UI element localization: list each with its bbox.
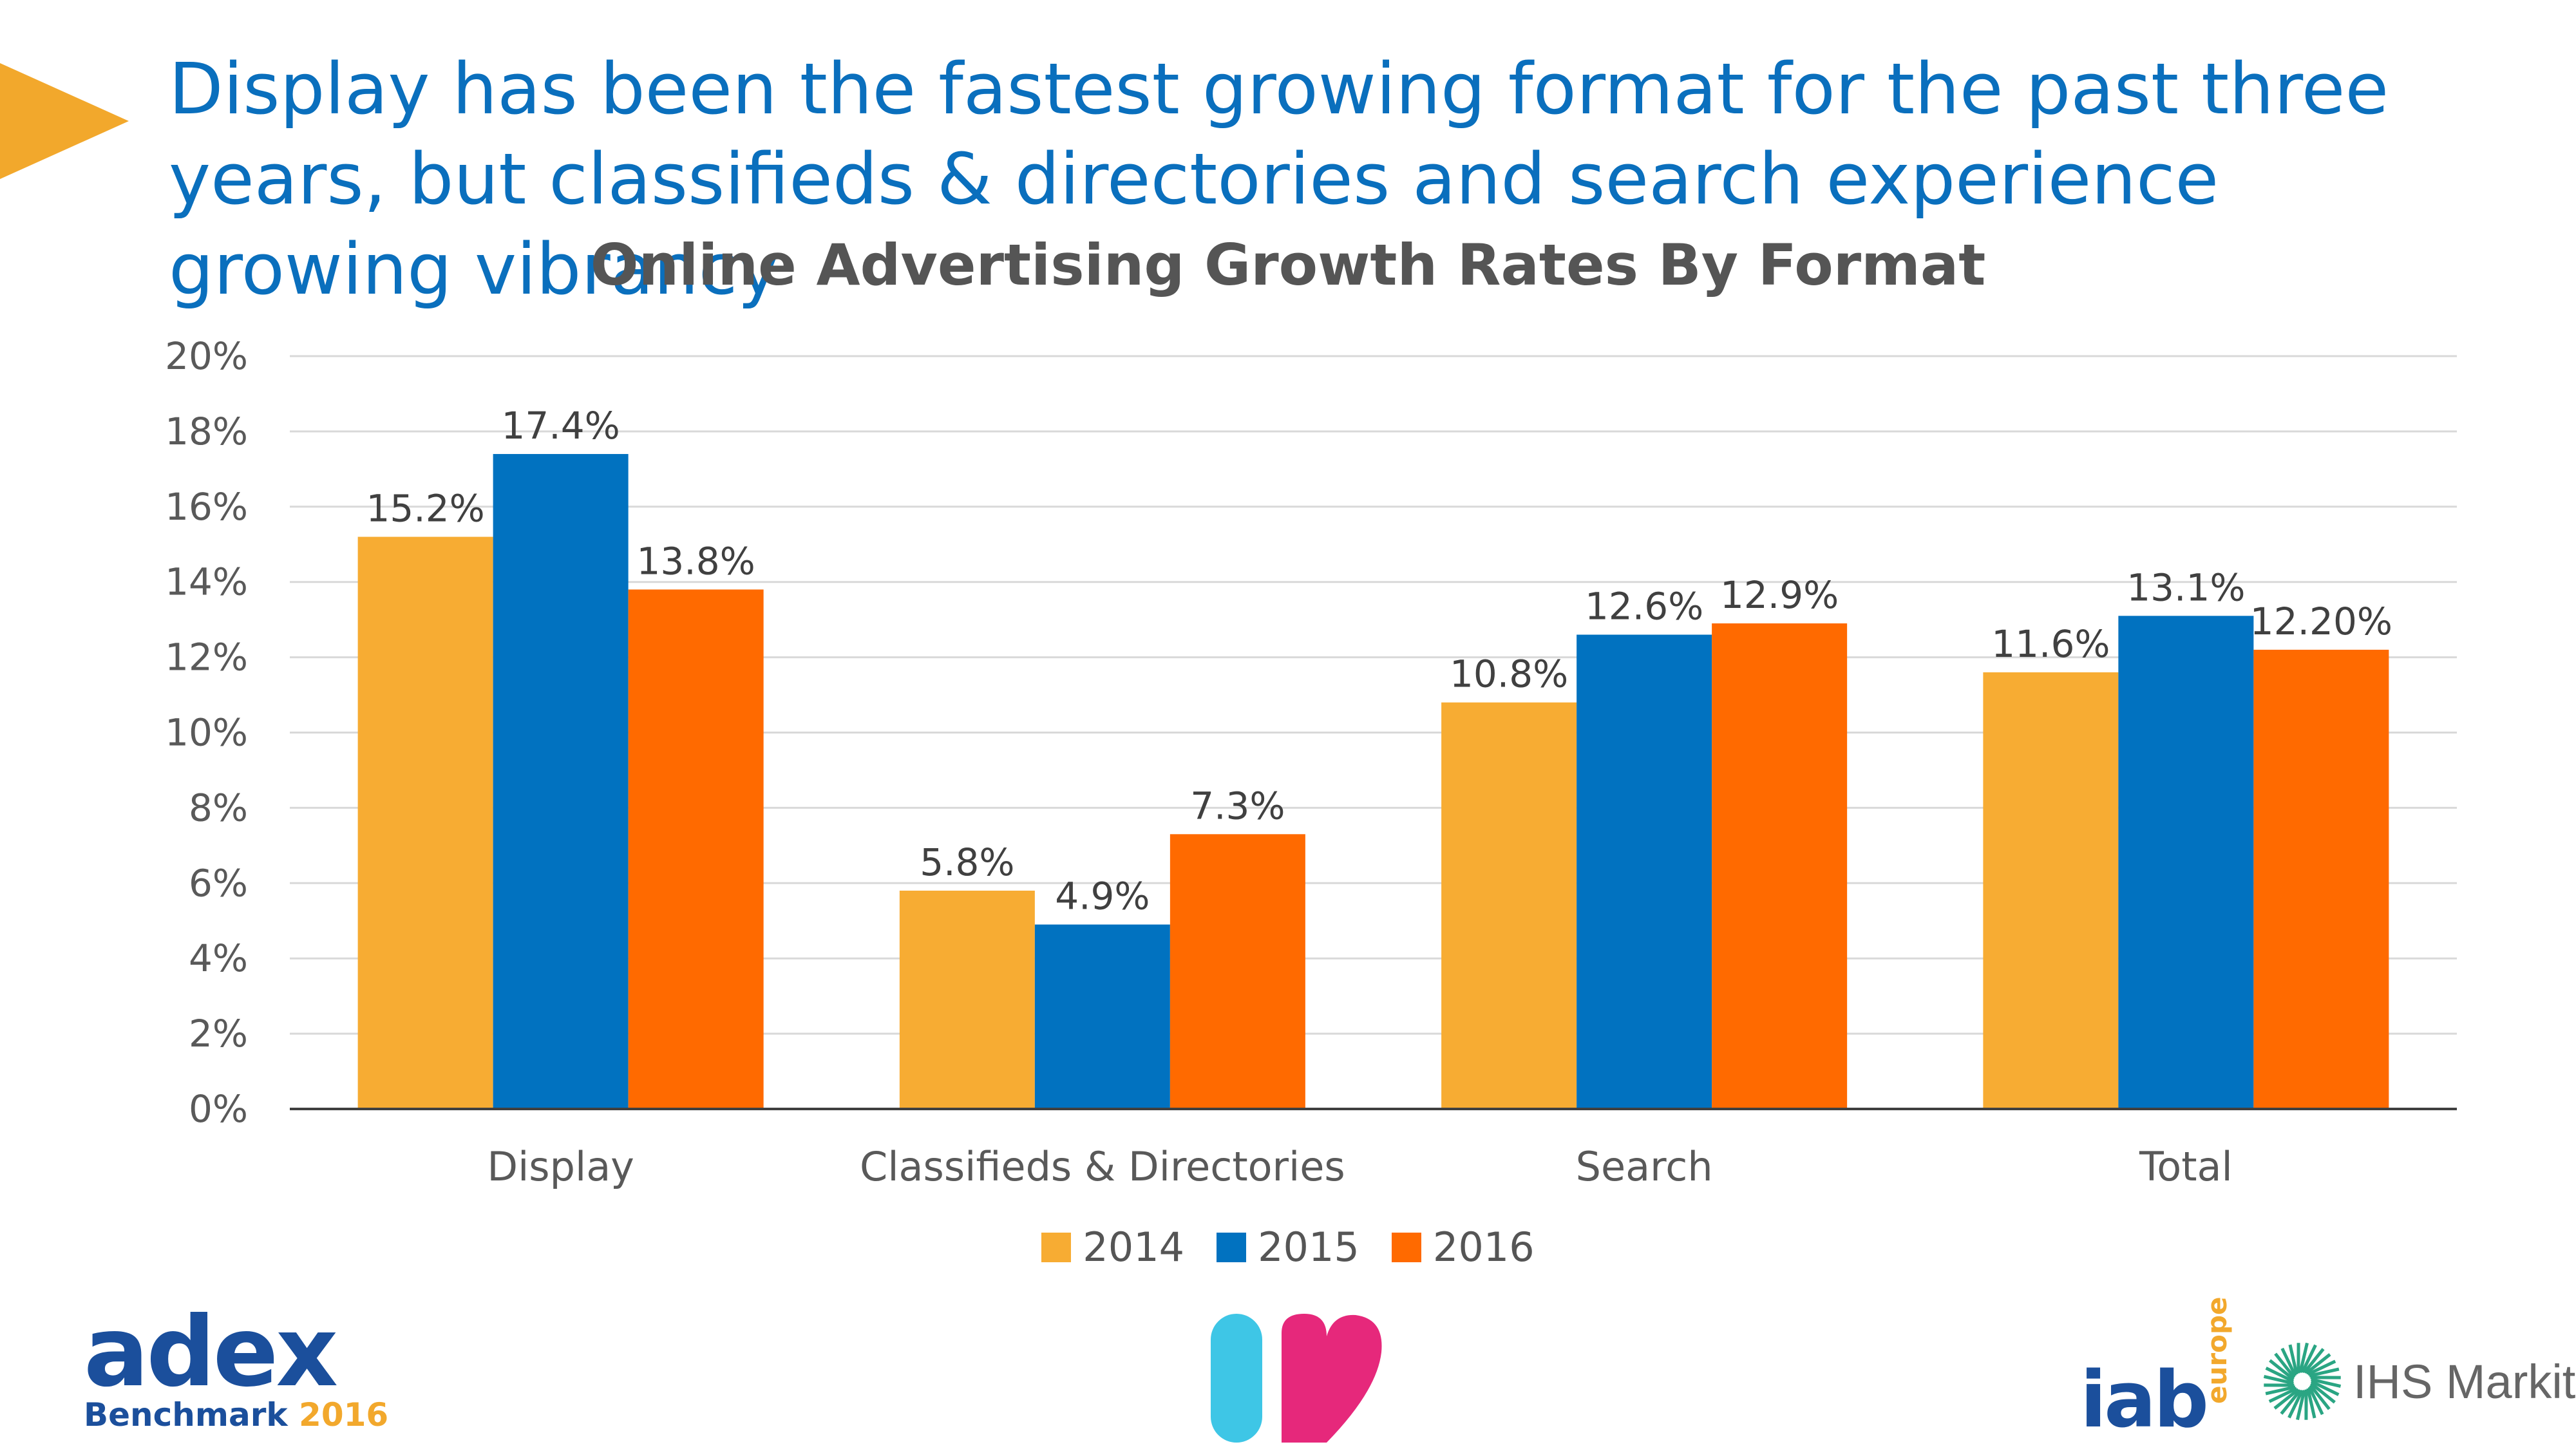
- ihs-burst-ray: [2265, 1367, 2295, 1383]
- ihs-burst-ray: [2287, 1389, 2304, 1419]
- ihs-burst-ray: [2288, 1344, 2298, 1375]
- data-label: 13.8%: [636, 539, 755, 583]
- ihs-burst-icon: [2263, 1342, 2342, 1421]
- title-arrow-icon: [0, 63, 129, 179]
- iab-word: iab: [2080, 1356, 2209, 1445]
- ihs-burst-ray: [2273, 1388, 2300, 1410]
- bar: [1034, 924, 1170, 1109]
- legend-swatch: [1217, 1232, 1247, 1262]
- y-tick-label: 16%: [165, 485, 248, 529]
- ihs-burst-ray: [2280, 1347, 2297, 1377]
- y-tick-label: 6%: [189, 861, 248, 905]
- ihs-burst-ray: [2310, 1382, 2336, 1404]
- ihs-burst-ray: [2303, 1348, 2325, 1374]
- ihs-markit-label: IHS Markit: [2353, 1354, 2576, 1408]
- y-tick-label: 10%: [165, 711, 248, 755]
- ihs-burst-ray: [2307, 1359, 2336, 1376]
- data-label: 15.2%: [366, 487, 484, 531]
- y-tick-label: 8%: [189, 786, 248, 829]
- chart-legend: 2014 2015 2016: [0, 1224, 2576, 1271]
- data-label: 12.20%: [2250, 600, 2392, 643]
- ihs-burst-ray: [2263, 1375, 2294, 1385]
- category-label: Total: [2139, 1143, 2233, 1190]
- ihs-burst-ray: [2307, 1386, 2324, 1416]
- legend-item: 2016: [1391, 1224, 1535, 1271]
- data-label: 17.4%: [501, 404, 620, 448]
- bar: [2253, 649, 2389, 1109]
- legend-swatch: [1041, 1232, 1072, 1262]
- adex-word: adex: [84, 1296, 338, 1408]
- ihs-burst-ray: [2269, 1359, 2295, 1381]
- bar: [899, 890, 1035, 1109]
- adex-year: 2016: [299, 1396, 389, 1434]
- data-label: 10.8%: [1450, 652, 1568, 696]
- ihs-burst-ray: [2274, 1352, 2296, 1379]
- legend-swatch: [1391, 1232, 1421, 1262]
- bar: [493, 453, 629, 1109]
- ihs-burst-ray: [2309, 1367, 2340, 1378]
- ihs-burst-ray: [2268, 1387, 2298, 1403]
- data-label: 7.3%: [1190, 784, 1285, 828]
- bar: [1983, 672, 2119, 1109]
- ihs-burst-ray: [2305, 1353, 2331, 1375]
- chart-title: Online Advertising Growth Rates By Forma…: [590, 232, 1986, 298]
- category-label: Classifieds & Directories: [860, 1143, 1345, 1190]
- iab-europe-logo: iab europe: [2080, 1296, 2233, 1445]
- data-label: 12.6%: [1585, 585, 1703, 629]
- iab-europe-label: europe: [2201, 1296, 2233, 1404]
- y-tick-label: 14%: [165, 560, 248, 604]
- data-label: 5.8%: [920, 840, 1014, 884]
- legend-item: 2015: [1217, 1224, 1359, 1271]
- slide-headline: Display has been the fastest growing for…: [169, 48, 2389, 310]
- y-tick-label: 2%: [189, 1012, 248, 1056]
- legend-label: 2014: [1083, 1224, 1185, 1271]
- ihs-burst-ray: [2311, 1378, 2342, 1388]
- adex-logo: adex Benchmark 2016: [84, 1304, 388, 1434]
- bar: [1441, 702, 1577, 1109]
- bar: [1577, 634, 1712, 1109]
- legend-label: 2016: [1432, 1224, 1535, 1271]
- ihs-burst-ray: [2265, 1385, 2296, 1396]
- ihs-burst-ray: [2309, 1384, 2331, 1410]
- ihs-burst-ray: [2300, 1344, 2317, 1374]
- legend-item: 2014: [1041, 1224, 1184, 1271]
- y-tick-label: 12%: [165, 636, 248, 679]
- category-label: Display: [487, 1143, 634, 1190]
- data-label: 12.9%: [1720, 573, 1839, 617]
- ihs-burst-ray: [2306, 1388, 2316, 1419]
- bar: [357, 536, 493, 1109]
- ihs-burst-ray: [2298, 1342, 2309, 1373]
- ihs-burst-ray: [2280, 1389, 2302, 1415]
- ihs-burst-ray: [2296, 1390, 2306, 1421]
- data-label: 11.6%: [1991, 622, 2110, 666]
- bar: [1170, 834, 1305, 1109]
- y-tick-label: 18%: [165, 410, 248, 453]
- data-label: 4.9%: [1055, 875, 1150, 918]
- y-tick-label: 0%: [189, 1087, 248, 1131]
- data-label: 13.1%: [2126, 565, 2245, 609]
- legend-label: 2015: [1258, 1224, 1359, 1271]
- adex-sub-label: Benchmark: [84, 1396, 288, 1434]
- category-label: Search: [1576, 1143, 1713, 1190]
- y-tick-label: 4%: [189, 936, 248, 980]
- ihs-markit-logo: IHS Markit: [2260, 1340, 2575, 1423]
- bar: [628, 589, 764, 1109]
- ihs-burst-ray: [2310, 1379, 2340, 1396]
- ib-heart-logo: [1211, 1314, 1382, 1443]
- bar: [1712, 623, 1848, 1109]
- y-tick-label: 20%: [165, 334, 248, 378]
- bar: [2118, 616, 2254, 1109]
